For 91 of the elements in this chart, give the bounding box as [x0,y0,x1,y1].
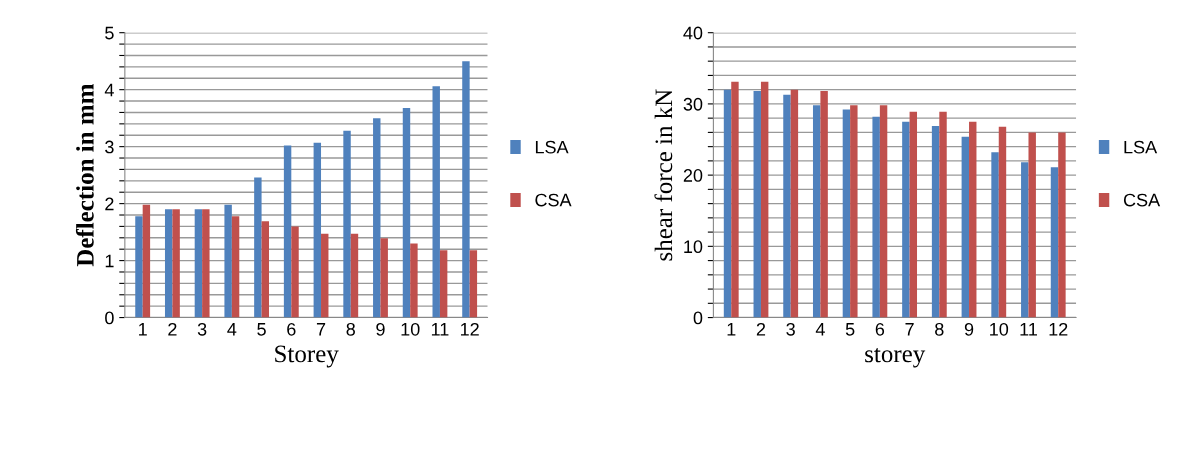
x-tick-label: 4 [227,323,237,336]
bar [1058,132,1066,318]
bar [194,209,203,318]
bar [812,105,821,318]
bar [231,216,240,318]
bar [1028,132,1036,318]
bar [820,91,828,318]
x-tick-label: 11 [431,323,449,336]
x-tick-label: 2 [756,322,766,336]
x-tick-label: 10 [990,322,1009,336]
bar [402,107,411,318]
x-tick-label: 1 [139,323,147,336]
y-tick-label: 40 [683,26,703,40]
x-tick-label: 5 [845,323,855,336]
x-tick-label: 1 [727,323,736,336]
x-tick-label: 5 [257,323,266,336]
bar [224,204,232,318]
y-tick-label: 10 [684,240,703,254]
y-tick-label: 20 [683,169,703,182]
bar [410,243,418,318]
bar [991,152,999,318]
legend-label: CSA [1123,193,1161,207]
bar [350,233,359,318]
x-tick-label: 12 [1049,322,1068,336]
bar [462,61,470,318]
bar [783,94,791,318]
x-tick-label: 2 [168,322,177,336]
y-tick-label: 1 [105,254,114,268]
legend-label: LSA [535,140,569,154]
x-tick-label: 12 [460,322,479,336]
x-tick-label: 8 [346,322,355,336]
bar [261,221,270,318]
x-tick-label: 3 [786,322,795,336]
bar [723,89,732,318]
bar [969,121,977,318]
bar [432,86,440,318]
bar [902,121,910,318]
bar [380,238,388,318]
bar [283,145,292,318]
bar [313,142,322,318]
x-tick-label: 3 [197,322,207,336]
bar [202,209,210,318]
bar [172,209,180,318]
x-tick-label: 9 [376,322,385,336]
bar [790,89,799,318]
bar [373,118,381,318]
bar [343,130,351,318]
bar [872,116,880,318]
y-tick-label: 3 [105,140,114,154]
bar [879,105,888,318]
bar [1050,167,1059,318]
bar [760,81,769,318]
bar [1021,162,1029,318]
x-tick-label: 9 [964,322,974,336]
y-tick-label: 4 [104,83,114,97]
x-axis-title: Storey [275,345,339,368]
x-tick-label: 4 [815,323,825,336]
x-axis-title: storey [865,348,926,368]
bar [939,111,947,318]
bar [164,209,173,318]
bar [753,91,761,318]
bar [931,125,940,318]
legend-label: CSA [535,193,572,207]
bar [321,233,329,318]
legend-label: LSA [1124,140,1158,154]
x-tick-label: 7 [905,323,914,336]
y-tick-label: 0 [105,311,114,325]
x-tick-label: 6 [875,322,885,336]
x-tick-label: 6 [287,322,296,336]
bar [842,109,851,318]
bar [291,226,299,318]
y-tick-label: 0 [693,311,703,325]
bar [142,204,151,318]
x-tick-label: 11 [1020,323,1037,336]
y-axis-title: shear force in kN [654,89,673,261]
y-axis-title: Deflection in mm [75,83,94,267]
bar [254,177,262,318]
bar [731,81,739,318]
x-tick-label: 10 [401,322,420,336]
bar [961,136,970,318]
x-tick-label: 7 [316,323,326,336]
bar [439,250,448,318]
y-tick-label: 5 [105,26,114,40]
bar [135,216,143,318]
y-tick-label: 2 [105,197,114,211]
bar [469,250,478,318]
bar [998,126,1007,318]
bar [850,105,858,318]
x-tick-label: 8 [935,322,944,336]
y-tick-label: 30 [683,97,703,111]
bar [909,111,918,318]
